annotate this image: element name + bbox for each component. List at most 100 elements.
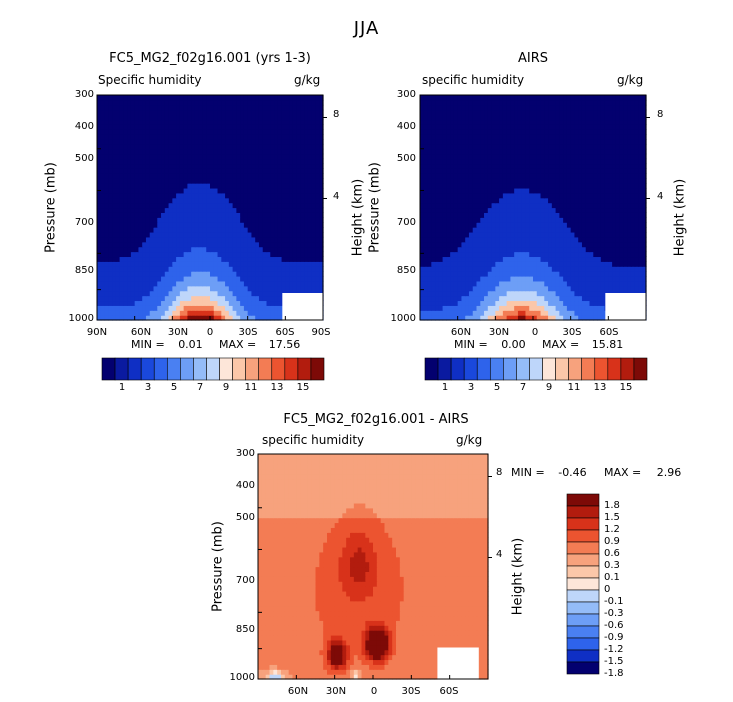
panel1-cell xyxy=(296,275,301,282)
panel1-cell xyxy=(247,236,253,243)
panel1-cell xyxy=(243,202,249,209)
panel1-cell xyxy=(149,114,155,121)
panel2-cell xyxy=(487,300,493,306)
panel2-cell xyxy=(484,275,489,282)
panel1-cell xyxy=(206,246,211,253)
panel2-cell xyxy=(472,271,478,277)
panel1-cell xyxy=(262,246,268,253)
panel2-cell xyxy=(484,183,489,189)
panel1-cell xyxy=(100,246,106,253)
panel1-cell xyxy=(258,168,264,174)
panel1-cell xyxy=(187,104,192,111)
panel1-cell xyxy=(300,109,305,116)
panel2-cell xyxy=(529,178,534,184)
panel2-cell xyxy=(600,251,606,258)
panel1-cell xyxy=(243,217,249,223)
panel1-cell xyxy=(243,197,249,204)
panel2-cell xyxy=(495,300,500,306)
panel1-cell xyxy=(258,295,264,302)
panel2-cell xyxy=(472,173,478,179)
panel2-cell xyxy=(570,300,576,306)
panel2-cell xyxy=(555,187,560,194)
panel1-cell xyxy=(210,134,215,140)
panel1-cell xyxy=(179,143,185,150)
panel1-cell xyxy=(134,305,140,311)
panel1-cell xyxy=(97,246,102,253)
panel2-cell xyxy=(555,178,560,184)
panel1-cell xyxy=(108,261,113,267)
panel1-cell xyxy=(183,295,188,302)
panel1-cell xyxy=(104,305,109,311)
panel2-cell xyxy=(517,197,523,204)
panel1-cell xyxy=(266,109,271,116)
panel2-cell xyxy=(431,231,436,238)
panel2-cell xyxy=(521,285,527,292)
panel1-cell xyxy=(289,109,294,116)
panel2-cell xyxy=(506,227,511,233)
panel2-cell xyxy=(468,187,474,194)
panel1-cell xyxy=(247,280,253,287)
panel1-cell xyxy=(149,236,155,243)
panel1-cell xyxy=(130,183,136,189)
panel1-cell xyxy=(191,202,196,209)
panel2-cell xyxy=(427,158,432,165)
panel1-cell xyxy=(164,295,170,302)
panel2-cell xyxy=(638,227,643,233)
panel1-cell xyxy=(285,222,290,228)
panel2-cell xyxy=(427,153,432,160)
panel1-cell xyxy=(258,300,264,306)
panel1-cell xyxy=(225,251,230,258)
panel2-cell xyxy=(630,275,636,282)
panel2-cell xyxy=(465,300,470,306)
panel1-cell xyxy=(168,143,173,150)
panel1-cell xyxy=(130,202,136,209)
panel1-cell xyxy=(243,163,249,169)
panel1-cell xyxy=(206,212,211,218)
panel2-cell xyxy=(491,305,496,311)
panel1-cell xyxy=(285,217,290,223)
panel1-cell xyxy=(97,217,102,223)
panel1-cell xyxy=(127,231,132,238)
panel1-cell xyxy=(191,315,196,321)
panel2-cell xyxy=(638,266,643,272)
panel1-cell xyxy=(243,178,249,184)
panel2-cell xyxy=(465,280,470,287)
panel1-cell xyxy=(183,139,188,145)
panel2-cell xyxy=(548,236,553,243)
panel1-cell xyxy=(172,197,177,204)
panel2-cell xyxy=(529,280,534,287)
panel1-cell xyxy=(183,212,188,218)
panel2-cell xyxy=(514,173,519,179)
panel1-cell xyxy=(130,139,136,145)
panel1-cell xyxy=(145,280,151,287)
panel2-cell xyxy=(600,266,606,272)
panel3-right-tick: 4 xyxy=(496,549,503,560)
panel2-cell xyxy=(612,280,617,287)
panel2-cell xyxy=(453,315,459,321)
panel2-cell xyxy=(472,158,478,165)
panel2-cell xyxy=(453,275,459,282)
panel2-cell xyxy=(630,266,636,272)
panel2-cell xyxy=(612,217,617,223)
panel2-colorbar-label: 11 xyxy=(567,382,581,393)
panel1-cell xyxy=(236,134,241,140)
panel2-cell xyxy=(589,192,594,199)
panel1-cell xyxy=(270,256,275,262)
panel1-cell xyxy=(168,99,173,106)
panel1-cell xyxy=(168,227,173,233)
panel1-cell xyxy=(255,129,260,135)
panel2-cell xyxy=(491,148,496,155)
panel2-cell xyxy=(612,148,617,155)
panel2-cell xyxy=(495,246,500,253)
panel1-cell xyxy=(176,134,181,140)
panel2-cell xyxy=(555,251,560,258)
panel2-cell xyxy=(619,217,624,223)
panel1-cell xyxy=(168,114,173,121)
panel1-cell xyxy=(285,212,290,218)
panel2-cell xyxy=(423,173,429,179)
panel2-cell xyxy=(499,251,504,258)
panel2-cell xyxy=(630,217,636,223)
panel1-cell xyxy=(104,241,109,248)
panel1-cell xyxy=(194,256,200,262)
panel2-cell xyxy=(465,163,470,169)
